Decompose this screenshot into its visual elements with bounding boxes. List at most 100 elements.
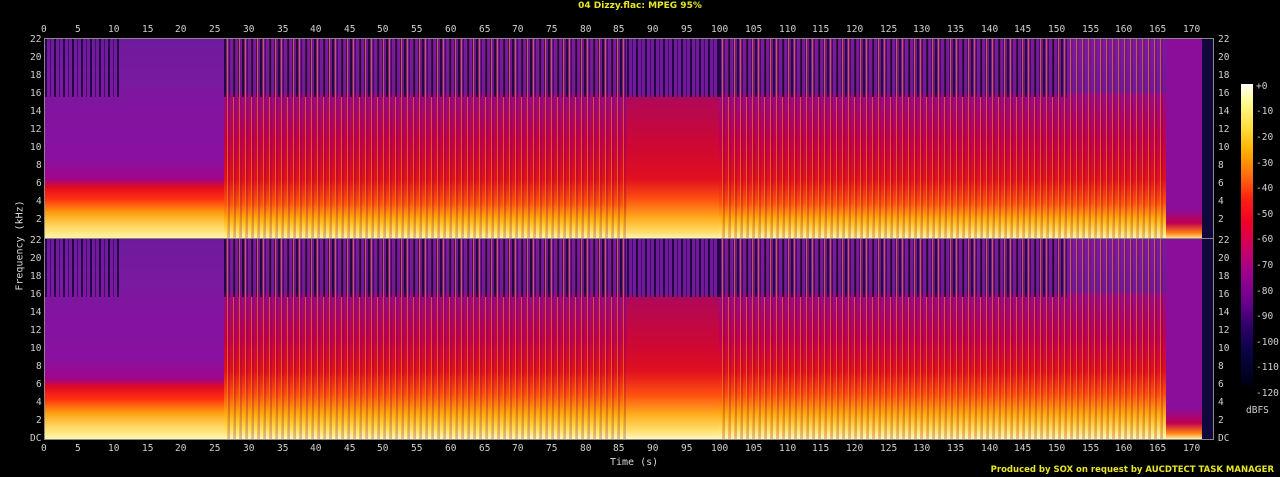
y-tick-right: 6 [1218, 178, 1224, 189]
x-tick-top: 135 [947, 24, 965, 35]
x-tick-bottom: 35 [277, 443, 289, 454]
x-tick-bottom: 120 [846, 443, 864, 454]
x-tick-bottom: 45 [344, 443, 356, 454]
x-tick-top: 10 [108, 24, 120, 35]
y-tick-right: 14 [1218, 106, 1230, 117]
chart-title: 04 Dizzy.flac: MPEG 95% [578, 1, 702, 11]
x-tick-bottom: 110 [779, 443, 797, 454]
x-tick-top: 45 [344, 24, 356, 35]
noise-region [627, 239, 719, 297]
y-tick-left: 8 [36, 160, 42, 171]
y-tick-left: 16 [30, 88, 42, 99]
fadeout-region [1166, 39, 1202, 239]
x-tick-bottom: 80 [580, 443, 592, 454]
y-tick-left: DC [30, 433, 42, 444]
x-tick-bottom: 20 [175, 443, 187, 454]
noise-region [627, 39, 719, 97]
y-tick-right: 14 [1218, 307, 1230, 318]
noise-region [719, 39, 1069, 97]
noise-region [719, 239, 1069, 297]
x-tick-top: 165 [1149, 24, 1167, 35]
y-tick-right: 12 [1218, 325, 1230, 336]
x-tick-top: 40 [310, 24, 322, 35]
colorbar-label: -80 [1256, 286, 1274, 297]
y-tick-right: 18 [1218, 70, 1230, 81]
spectrogram-channel-2 [44, 238, 1214, 440]
colorbar-label: -60 [1256, 234, 1274, 245]
x-tick-bottom: 55 [411, 443, 423, 454]
x-tick-top: 65 [479, 24, 491, 35]
x-tick-top: 120 [846, 24, 864, 35]
y-tick-left: 22 [30, 34, 42, 45]
x-tick-bottom: 50 [377, 443, 389, 454]
x-tick-top: 130 [913, 24, 931, 35]
y-tick-left: 6 [36, 379, 42, 390]
x-tick-bottom: 115 [812, 443, 830, 454]
y-tick-right: 4 [1218, 397, 1224, 408]
x-tick-top: 85 [613, 24, 625, 35]
x-tick-top: 15 [142, 24, 154, 35]
x-tick-bottom: 95 [681, 443, 693, 454]
y-tick-right: 12 [1218, 124, 1230, 135]
colorbar [1241, 84, 1253, 386]
spectrogram-channel-1 [44, 38, 1214, 240]
x-tick-top: 155 [1082, 24, 1100, 35]
x-tick-top: 80 [580, 24, 592, 35]
y-tick-left: 10 [30, 142, 42, 153]
x-tick-top: 25 [209, 24, 221, 35]
noise-region [224, 39, 634, 97]
x-tick-bottom: 0 [41, 443, 47, 454]
x-tick-bottom: 85 [613, 443, 625, 454]
x-tick-bottom: 15 [142, 443, 154, 454]
x-tick-bottom: 60 [445, 443, 457, 454]
x-tick-top: 145 [1014, 24, 1032, 35]
x-tick-bottom: 65 [479, 443, 491, 454]
colorbar-label: -50 [1256, 209, 1274, 220]
x-tick-bottom: 125 [880, 443, 898, 454]
x-tick-top: 70 [512, 24, 524, 35]
y-tick-right: 4 [1218, 196, 1224, 207]
noise-region [45, 39, 121, 97]
x-tick-bottom: 75 [546, 443, 558, 454]
x-tick-top: 0 [41, 24, 47, 35]
x-tick-top: 5 [75, 24, 81, 35]
y-tick-left: 4 [36, 397, 42, 408]
colorbar-label: -20 [1256, 132, 1274, 143]
x-tick-bottom: 105 [745, 443, 763, 454]
x-tick-top: 140 [981, 24, 999, 35]
colorbar-label: -120 [1256, 388, 1279, 399]
x-tick-bottom: 30 [243, 443, 255, 454]
x-tick-top: 20 [175, 24, 187, 35]
y-tick-left: 2 [36, 214, 42, 225]
y-tick-right: 8 [1218, 160, 1224, 171]
x-tick-bottom: 130 [913, 443, 931, 454]
x-tick-bottom: 160 [1115, 443, 1133, 454]
y-axis-title: Frequency (kHz) [14, 200, 26, 291]
y-tick-right: 18 [1218, 271, 1230, 282]
x-tick-top: 170 [1183, 24, 1201, 35]
x-tick-bottom: 170 [1183, 443, 1201, 454]
colorbar-label: -100 [1256, 337, 1279, 348]
x-tick-bottom: 145 [1014, 443, 1032, 454]
x-tick-bottom: 135 [947, 443, 965, 454]
y-tick-left: 22 [30, 235, 42, 246]
x-tick-top: 95 [681, 24, 693, 35]
x-tick-bottom: 5 [75, 443, 81, 454]
y-tick-left: 4 [36, 196, 42, 207]
y-tick-left: 2 [36, 415, 42, 426]
y-tick-left: 6 [36, 178, 42, 189]
y-tick-left: 12 [30, 325, 42, 336]
y-tick-left: 8 [36, 361, 42, 372]
colorbar-label: -30 [1256, 158, 1274, 169]
silence-region [1202, 239, 1213, 439]
noise-region [224, 239, 634, 297]
colorbar-label: -70 [1256, 260, 1274, 271]
x-tick-top: 55 [411, 24, 423, 35]
colorbar-label: -40 [1256, 183, 1274, 194]
y-tick-left: 14 [30, 307, 42, 318]
y-tick-right: 2 [1218, 415, 1224, 426]
y-tick-right: 16 [1218, 88, 1230, 99]
x-tick-bottom: 150 [1048, 443, 1066, 454]
x-tick-bottom: 140 [981, 443, 999, 454]
y-tick-left: 16 [30, 289, 42, 300]
